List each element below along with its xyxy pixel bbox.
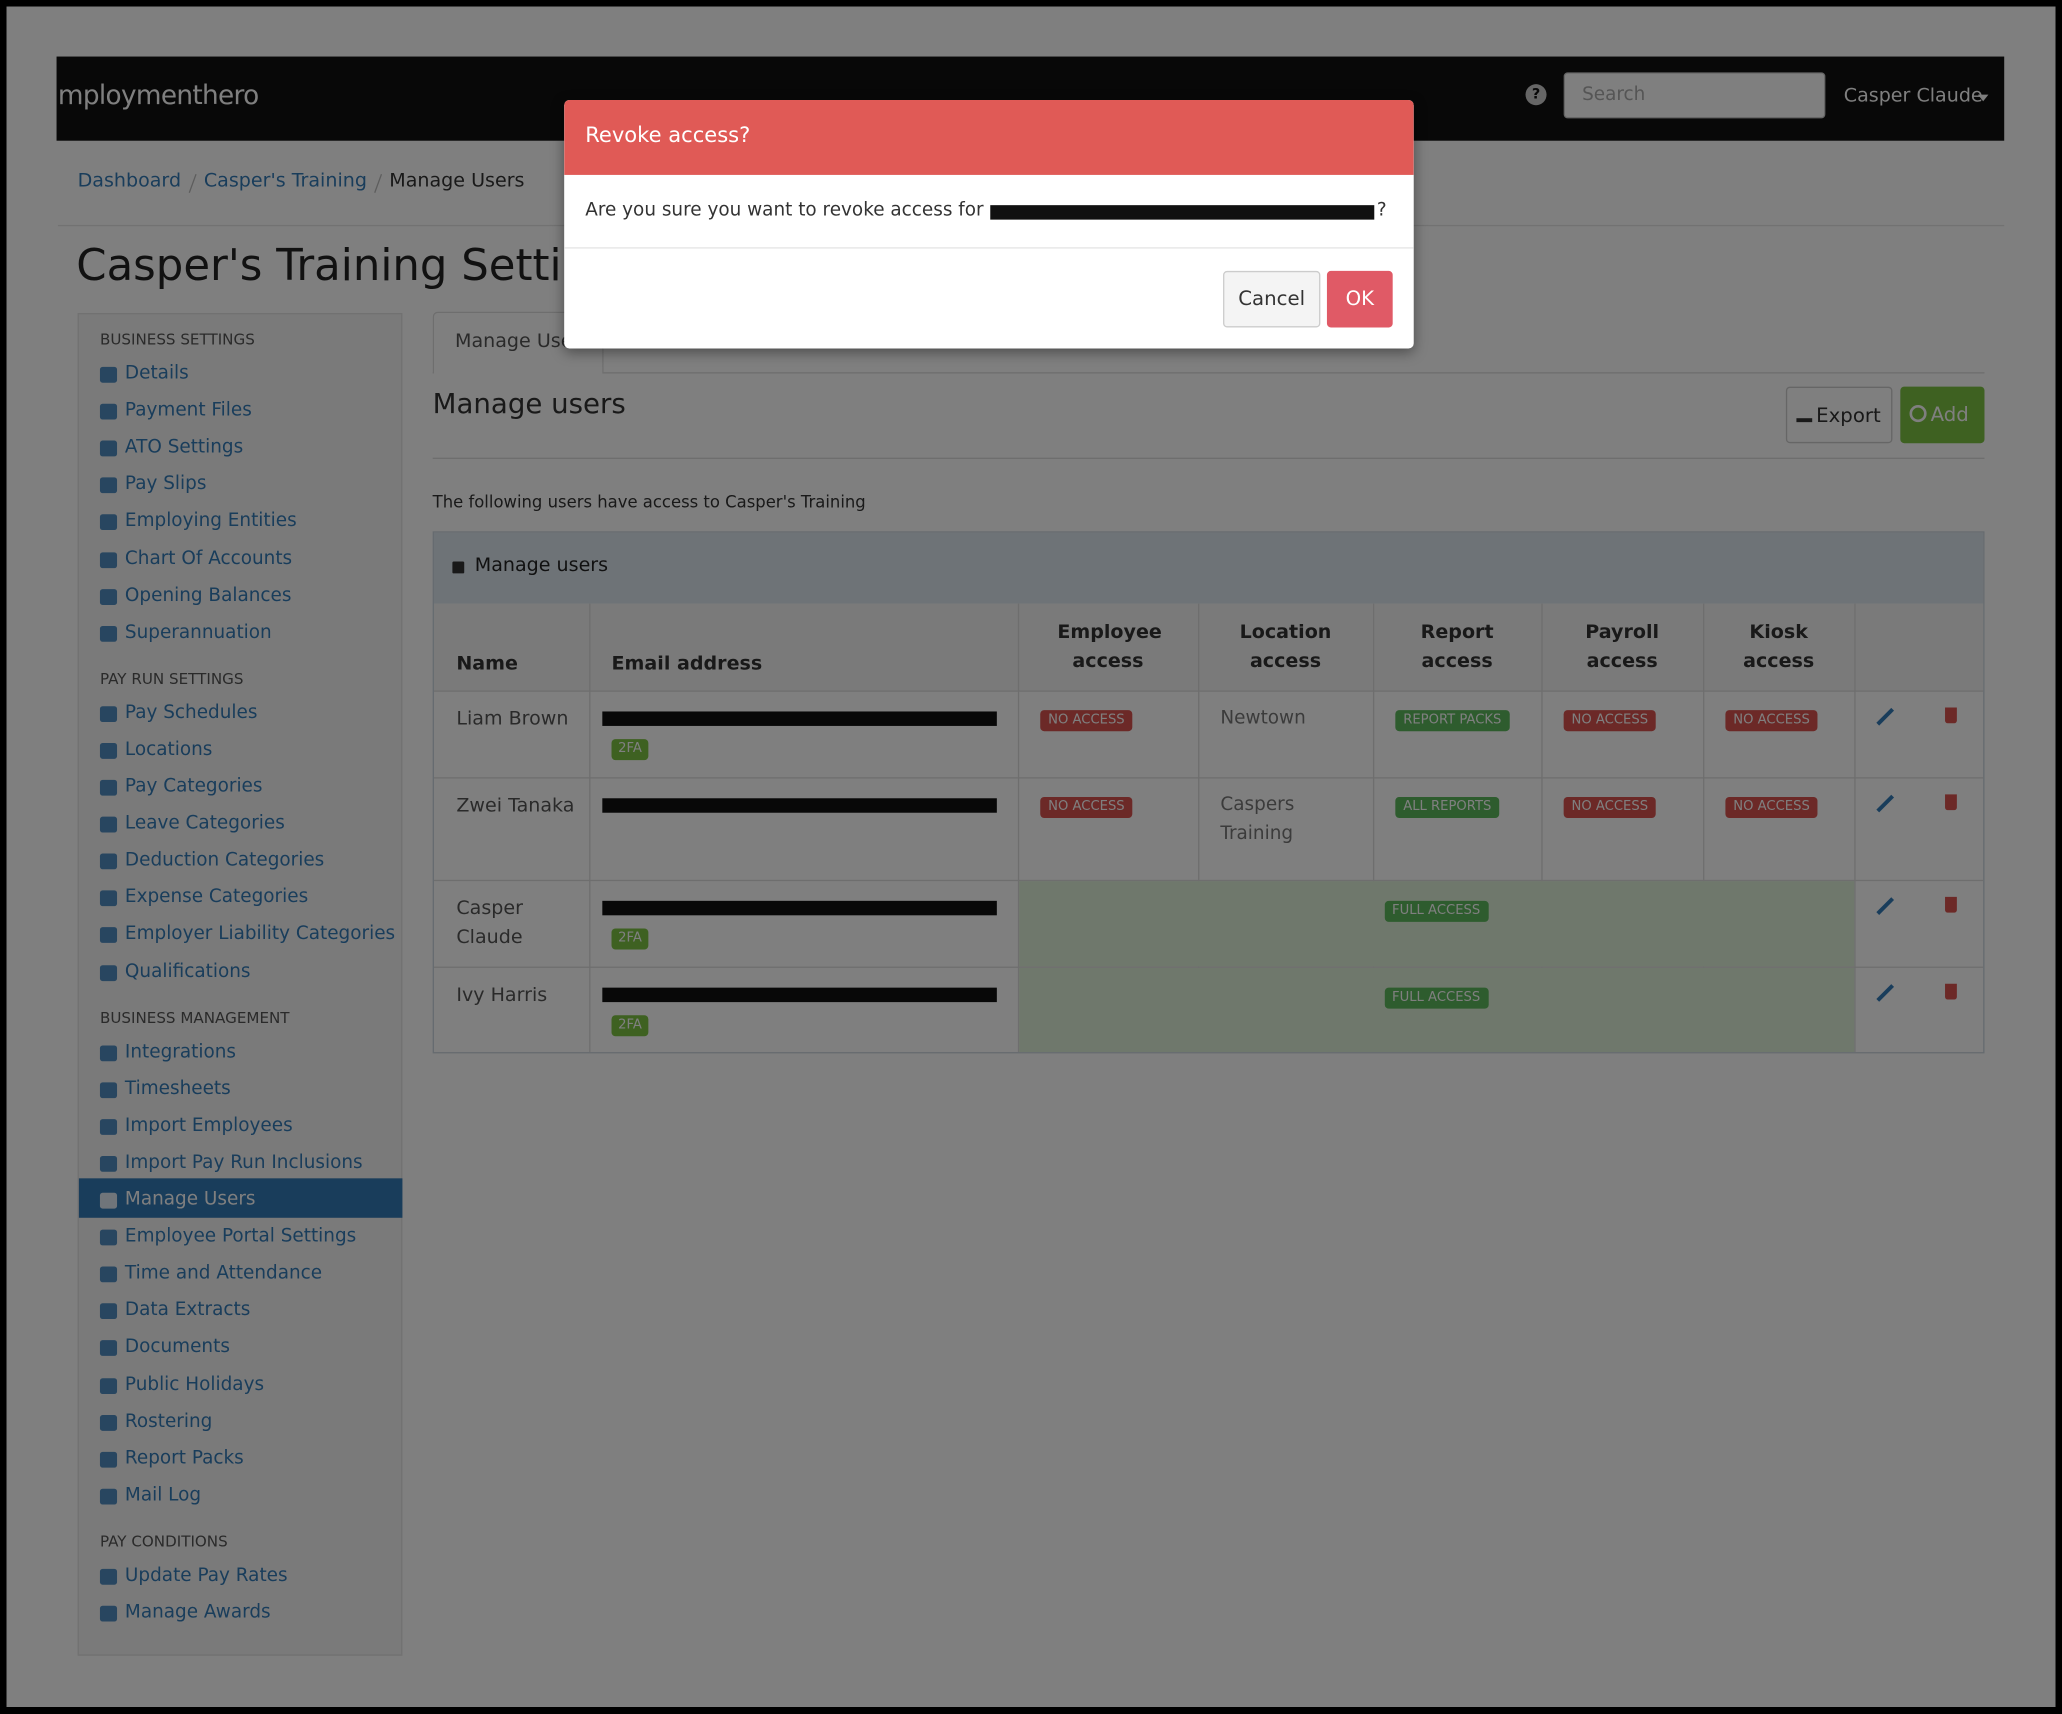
cancel-button[interactable]: Cancel <box>1223 270 1321 328</box>
modal-divider <box>564 247 1414 249</box>
ok-button[interactable]: OK <box>1326 270 1393 328</box>
modal-header <box>564 99 1414 175</box>
redacted-email <box>990 205 1375 220</box>
modal-message-end: ? <box>1376 199 1387 221</box>
modal-title: Revoke access? <box>585 122 751 148</box>
modal: Revoke access? Are you sure you want to r… <box>564 99 1414 349</box>
modal-message: Are you sure you want to revoke access f… <box>585 199 984 221</box>
